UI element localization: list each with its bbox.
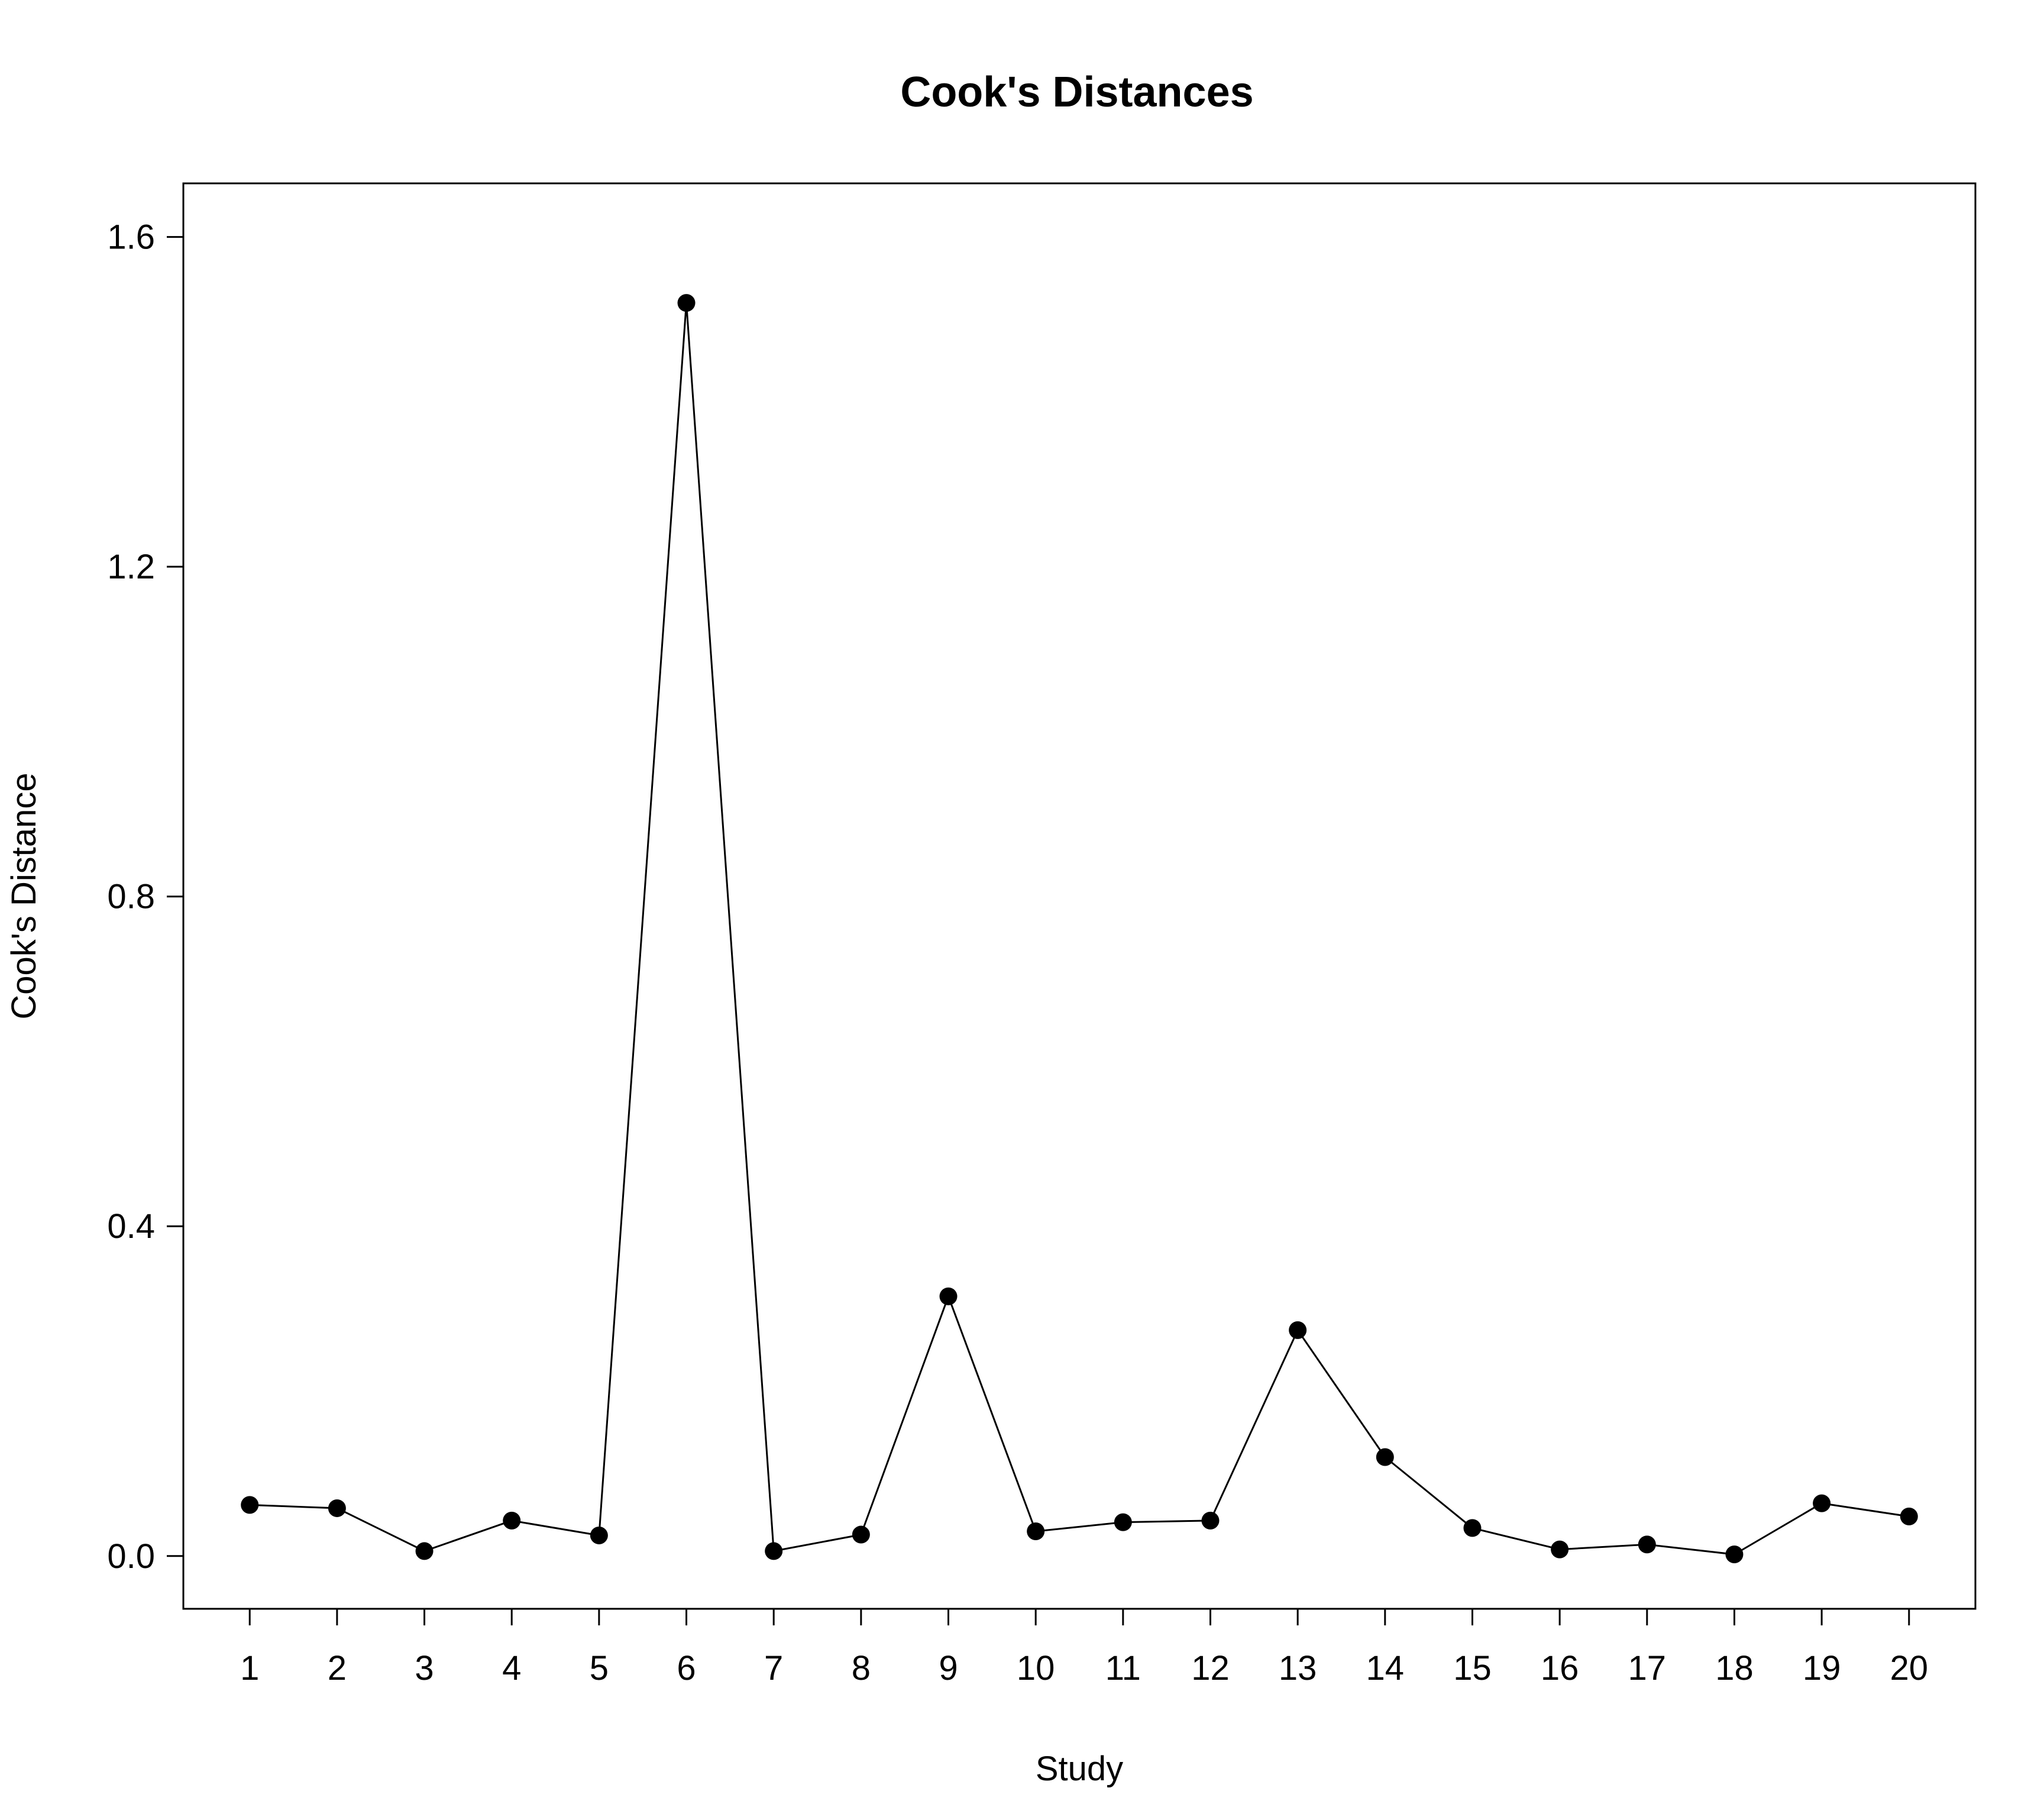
data-point <box>1463 1519 1482 1537</box>
data-point <box>765 1542 783 1560</box>
x-tick-label: 16 <box>1541 1649 1579 1687</box>
chart-title: Cook's Distances <box>900 69 1253 116</box>
x-tick-label: 11 <box>1105 1649 1141 1687</box>
x-tick-label: 13 <box>1279 1649 1317 1687</box>
y-tick-label: 1.2 <box>107 548 155 586</box>
y-tick-label: 0.0 <box>107 1537 155 1576</box>
data-point <box>1551 1540 1569 1559</box>
data-point <box>1376 1448 1394 1466</box>
x-tick-label: 9 <box>939 1649 958 1687</box>
data-point <box>503 1511 521 1530</box>
data-point <box>1638 1535 1656 1554</box>
x-tick-label: 20 <box>1890 1649 1929 1687</box>
data-point <box>939 1287 958 1305</box>
y-tick-label: 1.6 <box>107 218 155 257</box>
x-tick-label: 1 <box>240 1649 259 1687</box>
x-tick-label: 19 <box>1803 1649 1841 1687</box>
y-tick-label: 0.8 <box>107 878 155 916</box>
data-point <box>1289 1321 1307 1339</box>
x-tick-label: 15 <box>1453 1649 1492 1687</box>
x-tick-label: 3 <box>415 1649 434 1687</box>
x-axis-label: Study <box>1036 1750 1123 1788</box>
x-tick-label: 8 <box>852 1649 871 1687</box>
x-tick-label: 18 <box>1715 1649 1754 1687</box>
data-point <box>677 294 696 312</box>
data-point <box>1813 1494 1831 1512</box>
series-layer <box>241 294 1918 1564</box>
data-point <box>328 1499 346 1517</box>
data-point <box>1725 1546 1744 1564</box>
x-tick-label: 10 <box>1017 1649 1055 1687</box>
x-tick-label: 7 <box>764 1649 783 1687</box>
data-point <box>852 1525 870 1544</box>
data-point <box>1114 1513 1132 1531</box>
x-tick-label: 2 <box>328 1649 347 1687</box>
x-tick-label: 14 <box>1366 1649 1405 1687</box>
y-axis-label: Cook's Distance <box>5 772 43 1019</box>
data-point <box>1900 1507 1918 1525</box>
data-point <box>1027 1522 1045 1540</box>
x-tick-label: 5 <box>590 1649 609 1687</box>
series-line <box>250 302 1910 1556</box>
y-axis: 0.0 0.4 0.8 1.2 1.6 <box>107 218 185 1576</box>
data-point <box>1201 1511 1220 1530</box>
data-point <box>241 1496 259 1514</box>
x-axis: 1 2 3 4 5 6 7 8 9 10 11 12 13 14 15 16 17 18 19 20 <box>240 1608 1929 1687</box>
x-tick-label: 4 <box>502 1649 521 1687</box>
plot-frame <box>182 182 1977 1610</box>
x-tick-label: 12 <box>1191 1649 1230 1687</box>
data-point <box>590 1526 608 1544</box>
x-tick-label: 17 <box>1628 1649 1667 1687</box>
x-tick-label: 6 <box>677 1649 696 1687</box>
data-point <box>415 1542 434 1560</box>
y-tick-label: 0.4 <box>107 1207 155 1246</box>
